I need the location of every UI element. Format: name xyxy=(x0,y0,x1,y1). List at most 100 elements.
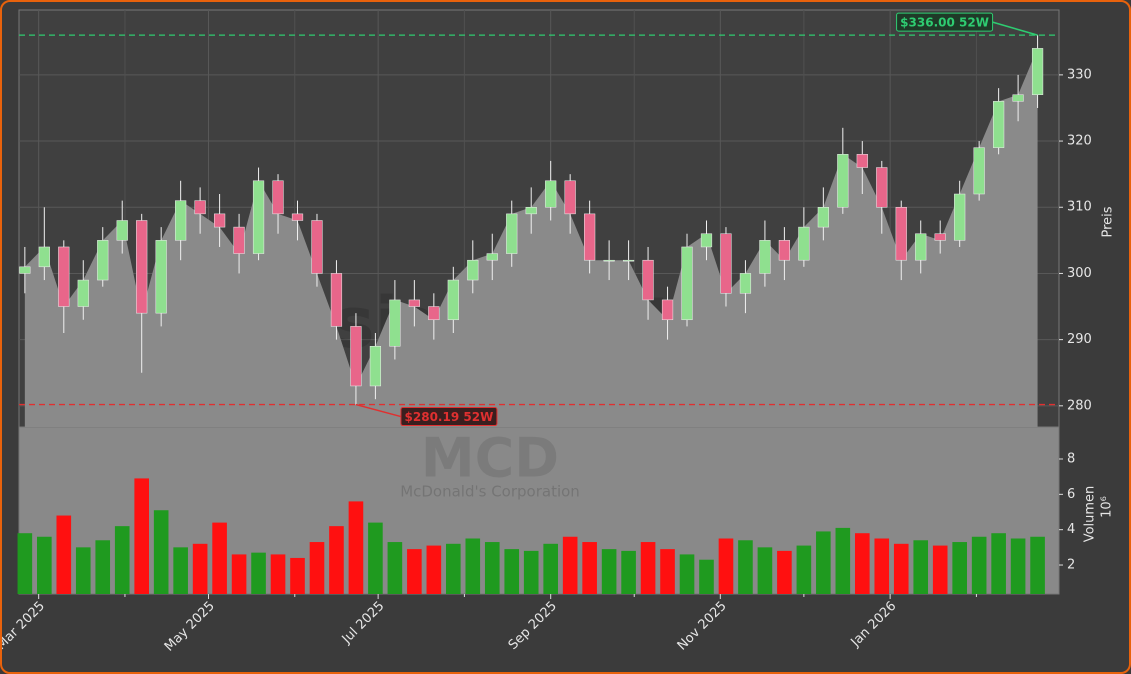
candle-body xyxy=(369,345,382,387)
annotation-arrow xyxy=(992,21,1038,36)
candle-body xyxy=(1012,94,1024,102)
candle-body xyxy=(720,233,732,294)
volume-bar xyxy=(835,527,851,594)
candle-body xyxy=(993,101,1005,148)
volume-bar xyxy=(543,543,558,594)
candle-body xyxy=(116,220,128,241)
volume-bar xyxy=(621,550,636,594)
volume-bar xyxy=(660,549,675,594)
candle-body xyxy=(447,279,459,321)
volume-bar xyxy=(251,552,266,594)
candle-body xyxy=(97,240,109,281)
volume-unit: 10⁶ xyxy=(1100,496,1115,518)
candle-body xyxy=(642,259,654,301)
candle-body xyxy=(622,259,635,262)
candle-body xyxy=(77,279,89,307)
volume-bar xyxy=(854,533,870,594)
candle-body xyxy=(545,180,557,208)
volume-bar xyxy=(153,510,169,594)
volume-bar xyxy=(114,526,130,594)
volume-bar xyxy=(1010,538,1026,594)
candle-body xyxy=(389,299,401,347)
annotation-label: $336.00 52W xyxy=(900,16,989,30)
volume-bar xyxy=(1030,536,1045,594)
candle-body xyxy=(136,220,148,314)
volume-bar xyxy=(37,536,52,594)
volume-bar xyxy=(952,542,967,594)
candle-body xyxy=(934,233,946,241)
volume-bar xyxy=(134,478,149,594)
y-tick-label: 300 xyxy=(1067,266,1092,281)
candle-body xyxy=(954,193,966,241)
y-tick-label: 320 xyxy=(1067,134,1092,149)
candle-body xyxy=(194,200,206,215)
volume-bar xyxy=(348,501,364,594)
volume-bar xyxy=(893,543,909,594)
volume-bar xyxy=(484,542,500,594)
candle-body xyxy=(213,213,226,228)
candle-body xyxy=(798,226,810,261)
candle-body xyxy=(155,240,167,314)
volume-tick-label: 6 xyxy=(1067,487,1075,502)
volume-bar xyxy=(913,540,929,594)
candle-body xyxy=(330,273,343,327)
candle-body xyxy=(973,147,985,195)
candle-body xyxy=(876,167,888,208)
volume-bar xyxy=(757,547,773,594)
x-tick-label: Nov 2025 xyxy=(675,599,730,654)
volume-bar xyxy=(17,533,33,594)
candle-body xyxy=(233,226,245,254)
candle-body xyxy=(252,180,265,254)
candle-body xyxy=(175,200,187,241)
y-axis-label: Preis xyxy=(1101,206,1116,237)
volume-bar xyxy=(562,536,578,594)
x-tick-label: May 2025 xyxy=(162,599,218,655)
candle-body xyxy=(350,326,362,387)
volume-bar xyxy=(971,536,987,594)
candle-body xyxy=(603,259,615,262)
price-area xyxy=(24,48,1038,428)
volume-bar xyxy=(56,515,72,594)
volume-bar xyxy=(465,538,481,594)
company-watermark: McDonald's Corporation xyxy=(400,483,580,501)
volume-bar xyxy=(407,549,422,594)
volume-bar xyxy=(640,542,656,594)
y-tick-label: 310 xyxy=(1067,200,1092,215)
x-tick-label: Jan 2026 xyxy=(848,599,900,651)
volume-bar xyxy=(932,545,948,594)
volume-bar xyxy=(329,526,344,594)
y-tick-label: 290 xyxy=(1067,332,1092,347)
volume-axis-label: Volumen xyxy=(1083,486,1098,543)
candle-body xyxy=(506,213,518,254)
volume-bar xyxy=(582,542,597,594)
candle-body xyxy=(817,206,829,228)
volume-bar xyxy=(368,522,383,594)
volume-tick-label: 2 xyxy=(1067,558,1075,573)
candle-body xyxy=(759,240,771,274)
volume-tick-label: 4 xyxy=(1067,522,1075,537)
candle-body xyxy=(38,246,50,268)
volume-bar xyxy=(699,559,714,594)
annotation-label: $280.19 52W xyxy=(405,410,494,424)
volume-bar xyxy=(290,557,305,594)
candle-body xyxy=(584,213,596,261)
candle-body xyxy=(700,233,713,248)
y-tick-label: 330 xyxy=(1067,67,1092,82)
candle-body xyxy=(486,253,498,261)
volume-bar xyxy=(192,543,208,594)
volume-bar xyxy=(816,531,831,594)
volume-bar xyxy=(874,538,890,594)
volume-bar xyxy=(777,550,792,594)
candle-body xyxy=(467,259,479,281)
x-tick-label: Mar 2025 xyxy=(2,599,48,653)
candle-body xyxy=(856,154,868,168)
candle-body xyxy=(915,233,927,261)
candle-body xyxy=(311,220,323,274)
y-tick-label: 280 xyxy=(1067,398,1092,413)
volume-tick-label: 8 xyxy=(1067,451,1075,466)
candle-body xyxy=(272,180,284,215)
volume-bar xyxy=(523,550,539,594)
candle-body xyxy=(681,246,693,321)
volume-bar xyxy=(718,538,734,594)
